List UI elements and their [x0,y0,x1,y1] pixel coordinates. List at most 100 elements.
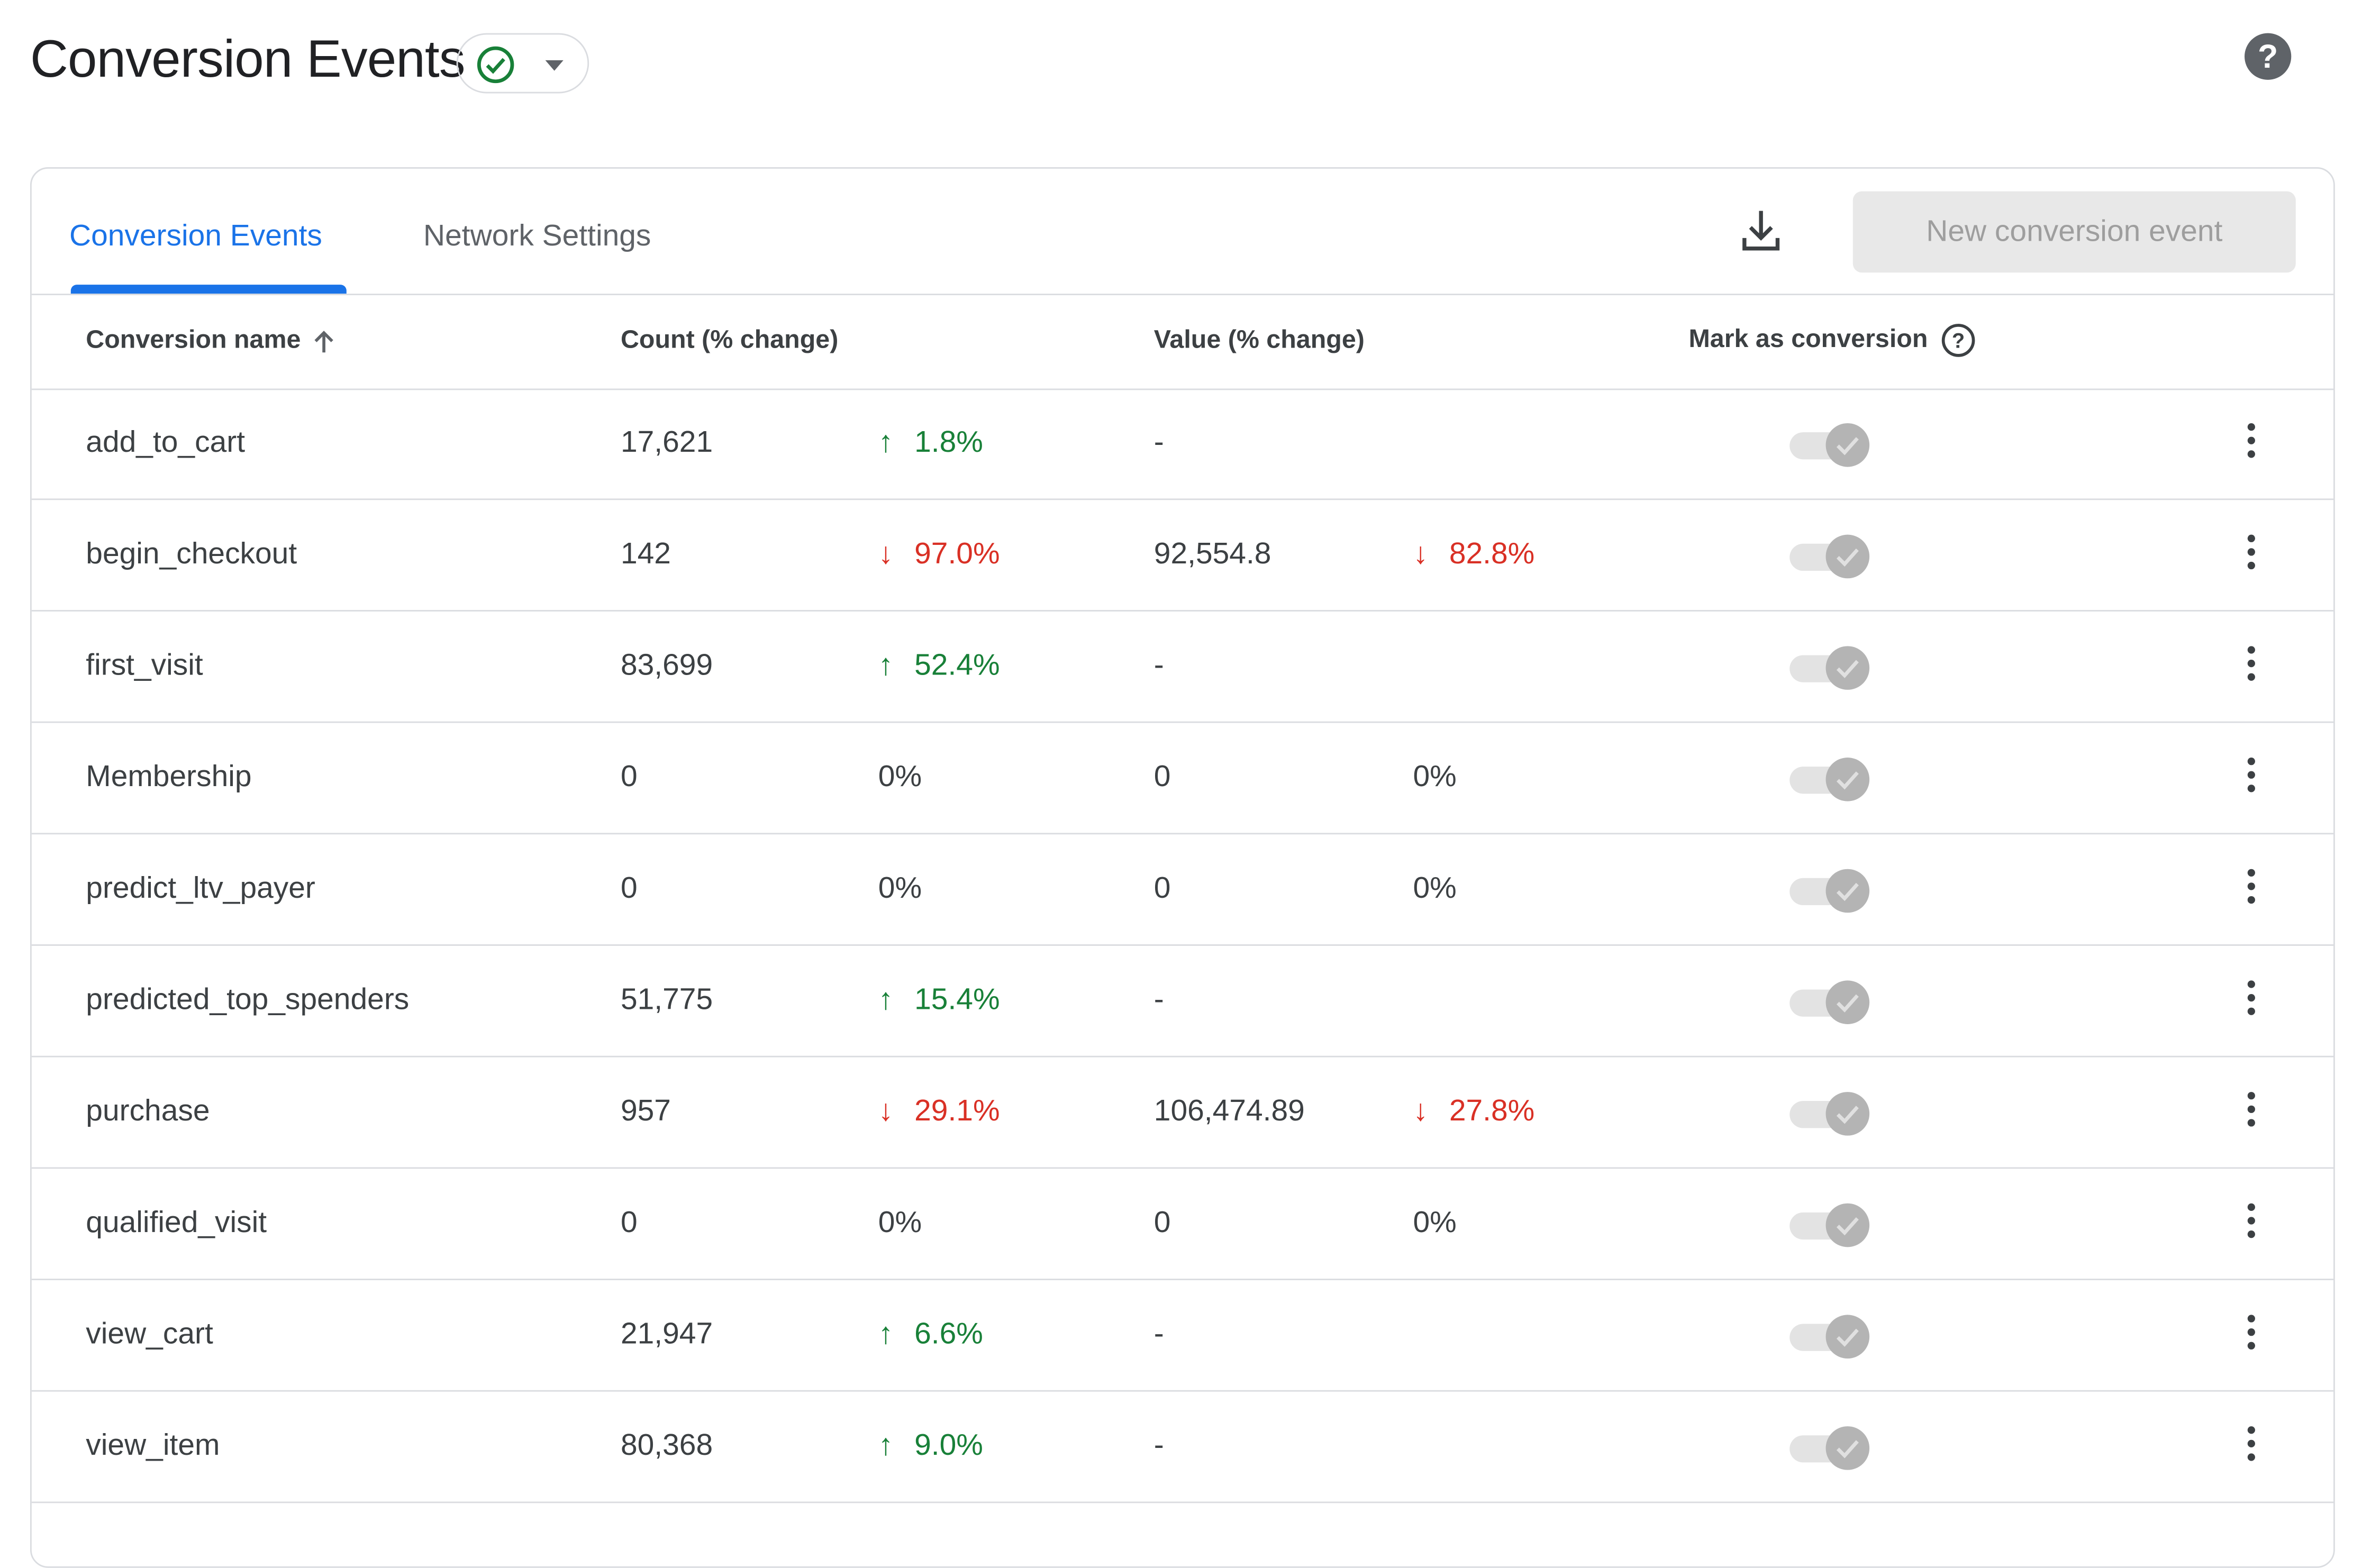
count-change-value: 0% [878,760,922,794]
more-options-icon[interactable] [2240,646,2261,688]
value: - [1153,649,1164,682]
divider [31,1279,2334,1280]
divider [31,388,2334,390]
count-change-value: 1.8% [914,426,983,460]
toggle-knob [1825,980,1870,1024]
value-change: 0% [1413,1206,1456,1241]
count: 80,368 [620,1429,713,1463]
svg-text:?: ? [1951,330,1964,353]
arrow-up-icon: ↑ [878,426,894,460]
toggle-knob [1825,423,1870,467]
mark-as-conversion-toggle[interactable] [1789,979,1874,1024]
check-icon [1836,771,1859,790]
value: 0 [1153,872,1171,906]
more-options-icon[interactable] [2240,1203,2261,1246]
table-row: begin_checkout 142 ↓ 97.0% 92,554.8 ↓ 82.8% [31,500,2334,612]
count: 17,621 [620,426,713,460]
mark-as-conversion-toggle[interactable] [1789,1202,1874,1247]
toggle-knob [1825,1315,1870,1359]
value-change: ↓ 82.8% [1413,537,1534,572]
more-options-icon[interactable] [2240,1315,2261,1357]
page-title: Conversion Events [30,30,466,89]
count-change: 0% [878,761,922,795]
check-icon [1836,1328,1859,1347]
more-options-icon[interactable] [2240,534,2261,577]
mark-as-conversion-toggle[interactable] [1789,1314,1874,1359]
arrow-up-icon: ↑ [878,983,894,1017]
divider [31,610,2334,612]
count-change-value: 0% [878,1206,922,1240]
help-circle-icon[interactable]: ? [1940,322,1976,358]
more-options-icon[interactable] [2240,423,2261,466]
table-row: predicted_top_spenders 51,775 ↑ 15.4% - [31,946,2334,1058]
active-tab-indicator [70,285,347,294]
column-header-name[interactable]: Conversion name [86,325,334,355]
divider [31,1390,2334,1392]
conversion-name: qualified_visit [86,1206,267,1240]
conversion-name: begin_checkout [86,537,297,571]
more-options-icon[interactable] [2240,758,2261,800]
conversion-name: purchase [86,1095,210,1128]
column-header-name-label: Conversion name [86,325,301,354]
mark-as-conversion-toggle[interactable] [1789,1425,1874,1470]
count-change: 0% [878,1206,922,1241]
table-row: first_visit 83,699 ↑ 52.4% - [31,612,2334,723]
count-change-value: 9.0% [914,1429,983,1463]
value: - [1153,1429,1164,1463]
count-change-value: 15.4% [914,983,1000,1017]
mark-as-conversion-toggle[interactable] [1789,645,1874,690]
tab-network-settings[interactable]: Network Settings [423,220,651,253]
mark-as-conversion-toggle[interactable] [1789,756,1874,801]
download-icon[interactable] [1740,208,1782,253]
divider [31,833,2334,835]
count-change-value: 6.6% [914,1318,983,1351]
count: 51,775 [620,983,713,1017]
toggle-knob [1825,1426,1870,1470]
table-row: purchase 957 ↓ 29.1% 106,474.89 ↓ 27.8% [31,1058,2334,1169]
new-conversion-event-button[interactable]: New conversion event [1852,191,2296,273]
column-header-count[interactable]: Count (% change) [620,325,839,354]
arrow-up-icon: ↑ [878,649,894,682]
value-change-value: 0% [1413,872,1457,906]
more-options-icon[interactable] [2240,869,2261,911]
table-row: view_item 80,368 ↑ 9.0% - [31,1392,2334,1503]
count-change: ↑ 9.0% [878,1429,983,1464]
mark-as-conversion-toggle[interactable] [1789,422,1874,467]
divider [31,1055,2334,1058]
column-header-value[interactable]: Value (% change) [1153,325,1365,354]
conversion-name: first_visit [86,649,203,682]
caret-down-icon [545,60,564,71]
check-icon [1836,994,1859,1013]
count: 0 [620,872,638,906]
table-row: view_cart 21,947 ↑ 6.6% - [31,1280,2334,1392]
arrow-down-icon: ↓ [878,1095,894,1128]
divider [31,1167,2334,1169]
value-change-value: 82.8% [1449,537,1535,571]
more-options-icon[interactable] [2240,980,2261,1023]
mark-as-conversion-toggle[interactable] [1789,1090,1874,1136]
mark-as-conversion-toggle[interactable] [1789,868,1874,913]
divider [31,1501,2334,1503]
value: - [1153,426,1164,460]
divider [31,498,2334,500]
check-icon [1836,1440,1859,1458]
toggle-knob [1825,758,1870,801]
conversion-name: view_item [86,1429,220,1463]
conversion-events-page: Conversion Events ? Conversion Events Ne… [30,30,2335,1568]
tab-conversion-events[interactable]: Conversion Events [69,220,322,253]
toggle-knob [1825,646,1870,690]
more-options-icon[interactable] [2240,1426,2261,1469]
count-change-value: 97.0% [914,537,1000,571]
check-icon [1836,548,1859,567]
count-change: ↑ 1.8% [878,426,983,461]
check-icon [1836,437,1859,455]
status-dropdown[interactable] [456,33,589,94]
mark-as-conversion-toggle[interactable] [1789,533,1874,579]
count: 0 [620,760,638,794]
help-icon[interactable]: ? [2245,33,2292,80]
value: 0 [1153,760,1171,794]
toggle-knob [1825,1203,1870,1247]
more-options-icon[interactable] [2240,1092,2261,1134]
sort-ascending-icon [314,330,333,352]
arrow-down-icon: ↓ [878,537,894,571]
